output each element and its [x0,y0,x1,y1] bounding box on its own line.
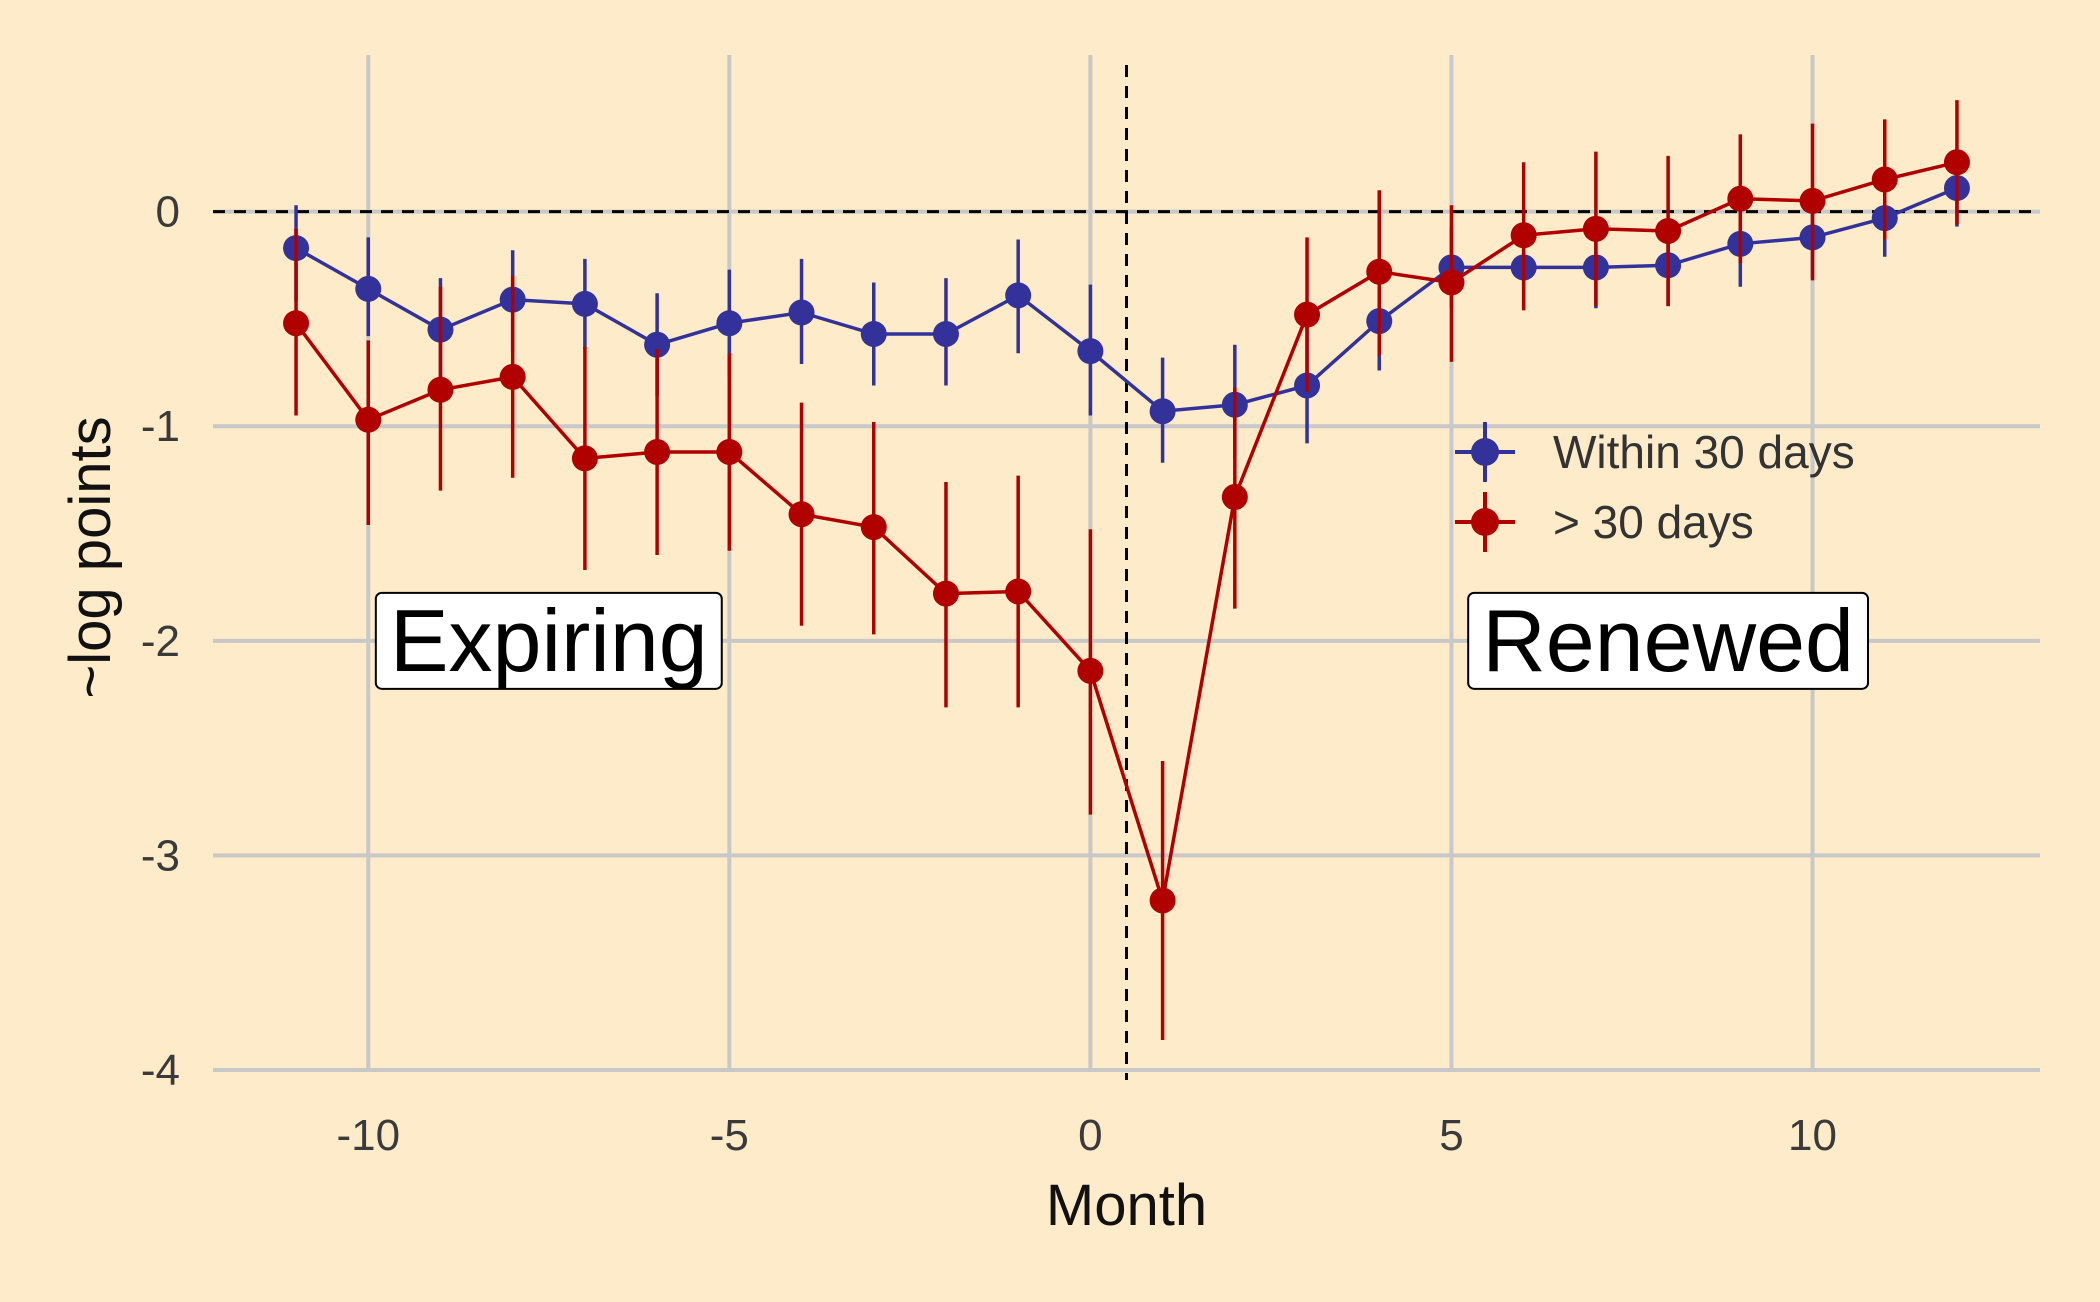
x-tick-label: -10 [336,1111,400,1160]
annotation-text: Renewed [1482,591,1854,690]
data-point [932,580,959,607]
legend-item-within-30-days: Within 30 days [1455,422,1855,482]
data-point [716,310,743,337]
legend: Within 30 days > 30 days [1455,422,1855,552]
data-point [644,331,671,358]
annotation-expiring: Expiring [374,591,723,690]
tick-labels: 0 -1 -2 -3 -4 -10 -5 0 5 10 [141,188,1837,1160]
data-point [1943,149,1970,176]
data-point [571,290,598,317]
series-line [294,160,1958,902]
annotation-box [1467,591,1870,690]
y-axis-title: ~log points [58,416,123,698]
annotation-box [374,591,723,690]
data-point [1510,222,1537,249]
x-axis-title: Month [1046,1173,1207,1238]
x-tick-label: 0 [1078,1111,1102,1160]
data-point [1005,578,1032,605]
data-point [355,275,382,302]
data-point [1366,258,1393,285]
data-point [1149,887,1176,914]
y-tick-label: -3 [141,831,180,880]
data-point [1438,269,1465,296]
legend-item-over-30-days: > 30 days [1455,492,1754,552]
data-point [1149,398,1176,425]
data-point [571,445,598,472]
legend-marker [1471,508,1499,536]
y-tick-label: -1 [141,402,180,451]
legend-marker [1471,438,1499,466]
series-over-30-days [283,100,1970,1040]
x-tick-label: 10 [1788,1111,1837,1160]
gridlines [213,55,2040,1072]
data-point [860,514,887,541]
data-point [1727,185,1754,212]
data-point [1655,217,1682,244]
data-point [1582,215,1609,242]
data-point [644,438,671,465]
data-point [788,501,815,528]
data-point [1799,187,1826,214]
annotation-text: Expiring [390,591,708,690]
data-point [283,310,310,337]
series-layer [283,100,1970,1040]
annotations: Expiring Renewed [374,591,1870,690]
data-point [1294,301,1321,328]
y-tick-label: -4 [141,1046,180,1095]
legend-label: > 30 days [1553,496,1754,548]
y-tick-label: 0 [156,188,180,237]
data-point [860,320,887,347]
data-point [1077,338,1104,365]
data-point [788,299,815,326]
legend-label: Within 30 days [1553,426,1855,478]
x-tick-label: -5 [710,1111,749,1160]
data-point [499,363,526,390]
x-tick-label: 5 [1439,1111,1463,1160]
data-point [716,438,743,465]
data-point [427,376,454,403]
annotation-renewed: Renewed [1467,591,1870,690]
data-point [1871,166,1898,193]
y-tick-label: -2 [141,617,180,666]
data-point [355,406,382,433]
data-point [1221,484,1248,511]
data-point [1077,657,1104,684]
data-point [932,320,959,347]
reference-lines [213,65,2040,1080]
data-point [1005,282,1032,309]
